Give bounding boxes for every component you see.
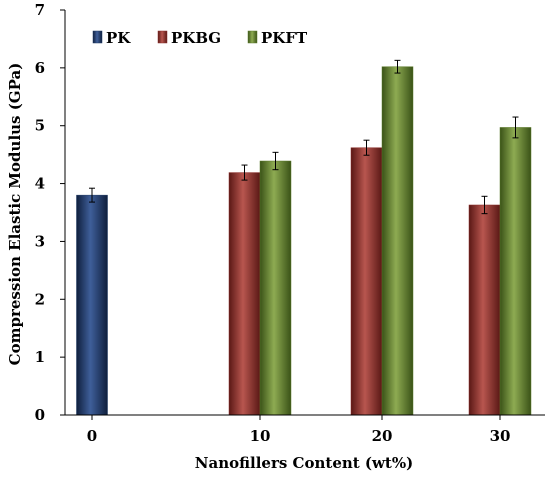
bar-pk-0 bbox=[76, 194, 108, 416]
bar-pkbg-20 bbox=[350, 147, 383, 416]
bar-group bbox=[76, 66, 532, 416]
y-tick-label: 5 bbox=[35, 117, 45, 135]
x-tick-label: 30 bbox=[490, 427, 511, 445]
y-axis-title: Compression Elastic Modulus (GPa) bbox=[6, 63, 24, 366]
legend: PK PKBG PKFT bbox=[92, 29, 308, 47]
error-bar bbox=[363, 139, 370, 156]
bar-pkft-10 bbox=[259, 160, 292, 416]
legend-item-pkft: PKFT bbox=[247, 29, 308, 47]
y-tick-label: 3 bbox=[35, 232, 45, 250]
y-tick-label: 4 bbox=[35, 175, 45, 193]
legend-label: PKBG bbox=[171, 29, 221, 47]
legend-label: PK bbox=[106, 29, 131, 47]
bar-pkbg-30 bbox=[468, 204, 501, 416]
bar-pkft-20 bbox=[381, 66, 414, 416]
legend-label: PKFT bbox=[261, 29, 308, 47]
legend-swatch bbox=[92, 30, 103, 44]
error-bar bbox=[481, 195, 488, 215]
y-tick-label: 6 bbox=[35, 59, 45, 77]
x-tick-label: 0 bbox=[87, 427, 97, 445]
x-tick-label: 20 bbox=[372, 427, 393, 445]
legend-swatch bbox=[157, 30, 168, 44]
y-tick-label: 1 bbox=[35, 348, 45, 366]
legend-swatch bbox=[247, 30, 258, 44]
error-bar bbox=[272, 151, 279, 171]
legend-item-pk: PK bbox=[92, 29, 131, 47]
bar-pkbg-10 bbox=[228, 172, 261, 416]
bar-pkft-30 bbox=[499, 127, 532, 416]
y-tick-label: 2 bbox=[35, 290, 45, 308]
error-bar bbox=[241, 164, 248, 181]
x-axis-title: Nanofillers Content (wt%) bbox=[195, 454, 413, 472]
legend-item-pkbg: PKBG bbox=[157, 29, 221, 47]
error-bar bbox=[89, 187, 95, 203]
y-tick-label: 7 bbox=[35, 1, 45, 19]
x-tick-label: 10 bbox=[250, 427, 271, 445]
error-bar bbox=[394, 59, 401, 74]
x-axis-ticks: 0 10 20 30 bbox=[87, 415, 511, 445]
y-axis-ticks: 0 1 2 3 4 5 6 7 bbox=[35, 1, 65, 424]
error-bar-group bbox=[89, 59, 519, 215]
y-tick-label: 0 bbox=[35, 406, 45, 424]
error-bar bbox=[512, 116, 519, 139]
